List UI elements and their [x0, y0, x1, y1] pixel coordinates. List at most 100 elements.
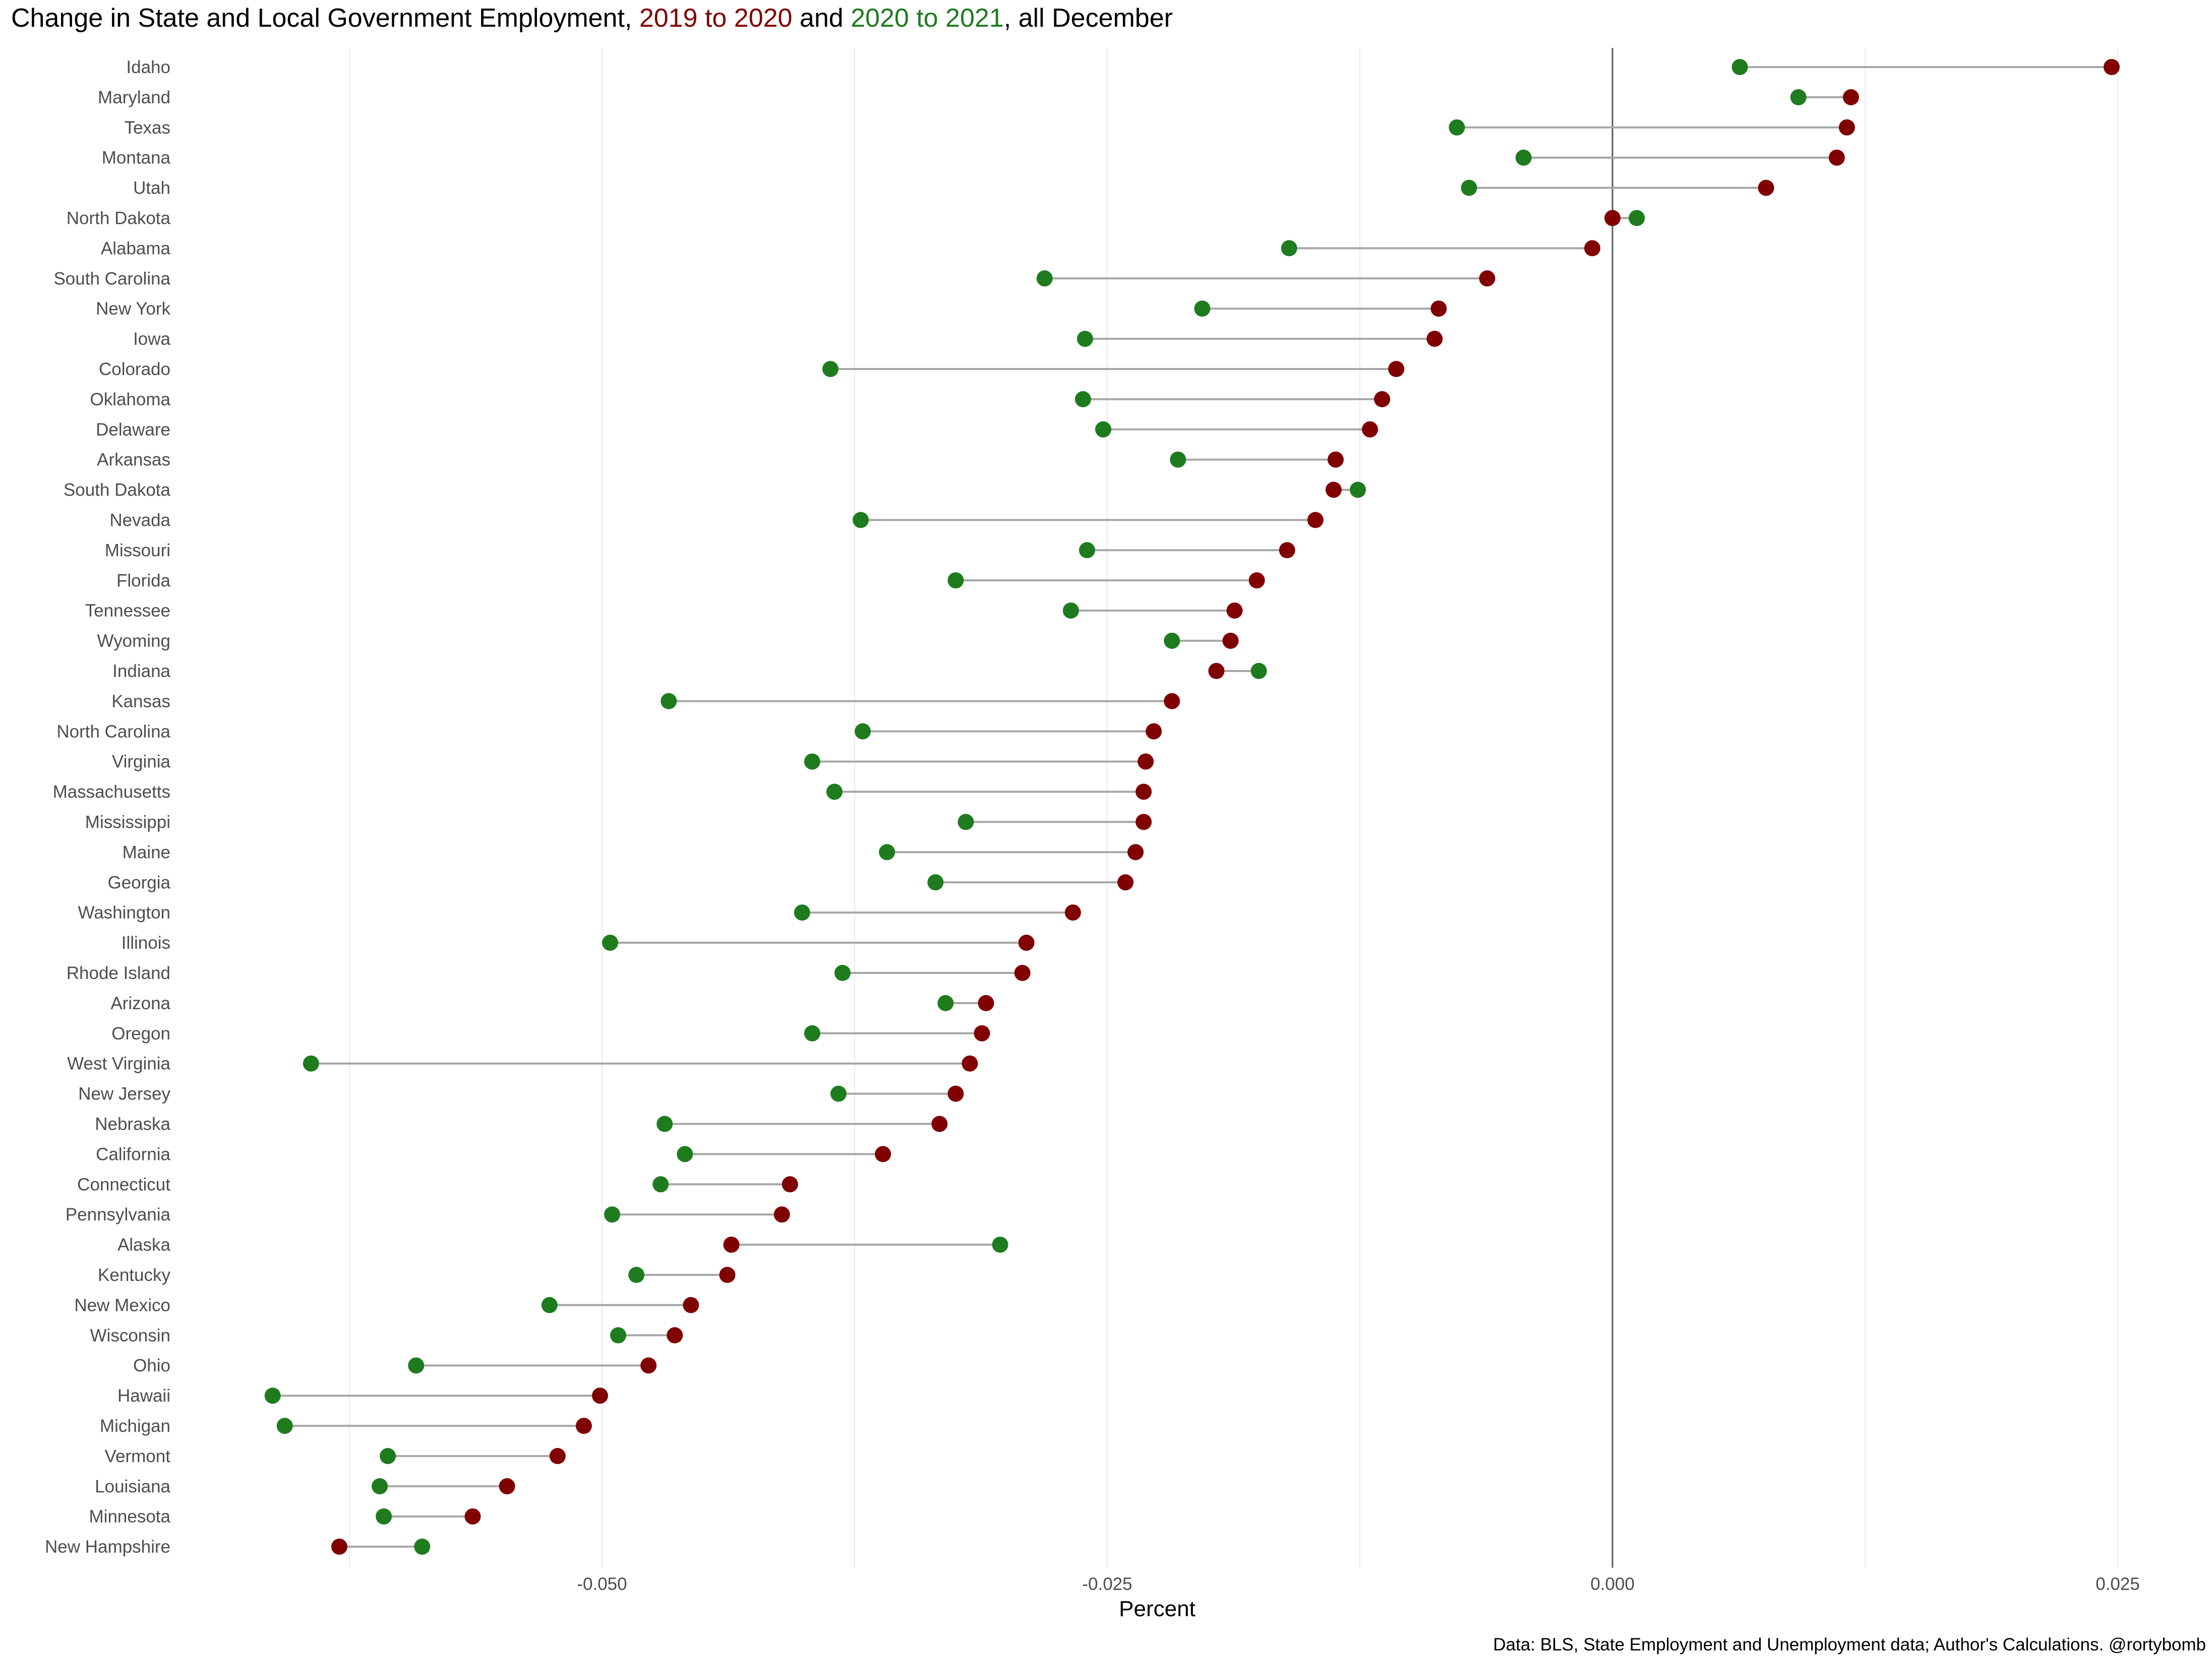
point-2019-2020-tennessee — [1226, 602, 1243, 619]
point-2020-2021-new-hampshire — [414, 1539, 431, 1555]
point-2019-2020-new-jersey — [947, 1085, 964, 1102]
point-2020-2021-louisiana — [372, 1478, 388, 1495]
point-2020-2021-alaska — [992, 1237, 1008, 1253]
y-axis-labels: Idaho Maryland Texas Montana Utah North Dakot… — [45, 57, 171, 1557]
point-2019-2020-nebraska — [931, 1116, 948, 1132]
point-2019-2020-georgia — [1117, 874, 1134, 891]
point-2019-2020-utah — [1758, 179, 1774, 196]
point-2020-2021-nebraska — [656, 1116, 673, 1132]
point-2020-2021-connecticut — [652, 1176, 669, 1193]
point-2020-2021-nevada — [853, 512, 869, 528]
point-2020-2021-iowa — [1077, 331, 1093, 347]
state-label-alabama: Alabama — [101, 238, 171, 258]
point-2020-2021-maine — [879, 844, 895, 861]
point-2020-2021-colorado — [822, 361, 839, 377]
x-axis-title: Percent — [1119, 1597, 1195, 1621]
point-2019-2020-idaho — [2103, 59, 2120, 75]
point-2020-2021-massachusetts — [826, 783, 843, 800]
state-label-oregon: Oregon — [111, 1024, 170, 1044]
point-2019-2020-maine — [1127, 844, 1144, 861]
point-2020-2021-california — [677, 1146, 693, 1162]
point-2020-2021-alabama — [1281, 240, 1297, 257]
point-2019-2020-mississippi — [1135, 814, 1152, 830]
state-label-massachusetts: Massachusetts — [53, 782, 170, 802]
point-2020-2021-south-carolina — [1036, 270, 1053, 287]
point-2020-2021-west-virginia — [303, 1055, 319, 1072]
point-2019-2020-virginia — [1138, 753, 1154, 770]
x-tick-label: -0.050 — [577, 1574, 627, 1594]
state-label-tennessee: Tennessee — [85, 601, 170, 621]
point-2019-2020-montana — [1828, 149, 1845, 166]
point-2020-2021-wyoming — [1164, 633, 1180, 649]
point-2020-2021-montana — [1515, 149, 1532, 166]
state-label-delaware: Delaware — [96, 420, 170, 440]
point-2020-2021-minnesota — [376, 1508, 392, 1525]
state-label-south-dakota: South Dakota — [64, 480, 171, 500]
point-2020-2021-arizona — [937, 995, 954, 1011]
point-2019-2020-hawaii — [591, 1387, 608, 1404]
point-2020-2021-maryland — [1790, 89, 1807, 105]
point-2019-2020-missouri — [1279, 542, 1295, 559]
point-2020-2021-mississippi — [958, 814, 974, 830]
title-middle: and — [792, 4, 851, 33]
point-2019-2020-rhode-island — [1014, 965, 1031, 981]
connector-layer — [272, 66, 2112, 1548]
point-2020-2021-north-carolina — [855, 723, 871, 740]
x-tick-label: -0.025 — [1082, 1574, 1132, 1594]
point-2019-2020-new-mexico — [683, 1297, 699, 1313]
point-2020-2021-florida — [947, 572, 964, 589]
state-label-missouri: Missouri — [105, 540, 170, 560]
point-2019-2020-connecticut — [782, 1176, 798, 1193]
point-2019-2020-north-carolina — [1146, 723, 1162, 740]
state-label-indiana: Indiana — [112, 661, 170, 681]
point-2019-2020-arkansas — [1327, 451, 1344, 468]
state-label-new-york: New York — [96, 299, 170, 319]
point-2020-2021-new-mexico — [541, 1297, 558, 1313]
state-label-colorado: Colorado — [99, 359, 170, 379]
state-label-illinois: Illinois — [122, 933, 170, 953]
point-2019-2020-nevada — [1307, 512, 1324, 528]
state-label-montana: Montana — [102, 148, 171, 168]
point-2019-2020-texas — [1838, 119, 1855, 136]
state-label-pennsylvania: Pennsylvania — [66, 1205, 171, 1224]
state-label-rhode-island: Rhode Island — [67, 963, 170, 983]
point-2020-2021-missouri — [1079, 542, 1095, 559]
point-2020-2021-rhode-island — [834, 965, 851, 981]
point-2020-2021-kentucky — [628, 1267, 645, 1283]
point-2019-2020-delaware — [1362, 421, 1379, 438]
point-2019-2020-minnesota — [464, 1508, 481, 1525]
state-label-hawaii: Hawaii — [117, 1386, 170, 1406]
point-2020-2021-oklahoma — [1074, 391, 1091, 407]
point-2020-2021-illinois — [602, 935, 619, 951]
title-period-2020-2021: 2020 to 2021 — [851, 4, 1004, 33]
point-2020-2021-arkansas — [1170, 451, 1186, 468]
point-2019-2020-michigan — [575, 1418, 592, 1434]
title-period-2019-2020: 2019 to 2020 — [639, 4, 793, 33]
state-label-ohio: Ohio — [133, 1356, 170, 1376]
point-2019-2020-arizona — [978, 995, 994, 1011]
state-label-virginia: Virginia — [112, 752, 171, 772]
state-label-connecticut: Connecticut — [77, 1175, 170, 1194]
state-label-nevada: Nevada — [109, 511, 170, 530]
point-2019-2020-oregon — [974, 1025, 990, 1041]
point-2020-2021-north-dakota — [1629, 210, 1645, 226]
point-2019-2020-alaska — [723, 1237, 740, 1253]
point-2019-2020-florida — [1248, 572, 1265, 589]
point-2019-2020-illinois — [1018, 935, 1035, 951]
state-label-minnesota: Minnesota — [89, 1507, 171, 1526]
point-2020-2021-indiana — [1250, 663, 1267, 679]
grid-layer — [349, 48, 2118, 1568]
point-2019-2020-oklahoma — [1374, 391, 1391, 407]
point-2019-2020-kansas — [1164, 693, 1180, 709]
point-2019-2020-vermont — [549, 1448, 566, 1464]
point-2019-2020-maryland — [1842, 89, 1859, 105]
point-2019-2020-california — [875, 1146, 891, 1162]
state-label-utah: Utah — [133, 178, 170, 198]
x-axis-tick-labels: -0.050 -0.025 0.000 0.025 — [577, 1574, 2139, 1594]
point-2019-2020-south-dakota — [1325, 481, 1342, 498]
point-2019-2020-iowa — [1426, 331, 1443, 347]
state-label-maine: Maine — [123, 842, 170, 862]
title-prefix: Change in State and Local Government Emp… — [11, 4, 639, 33]
point-2020-2021-idaho — [1731, 59, 1748, 75]
